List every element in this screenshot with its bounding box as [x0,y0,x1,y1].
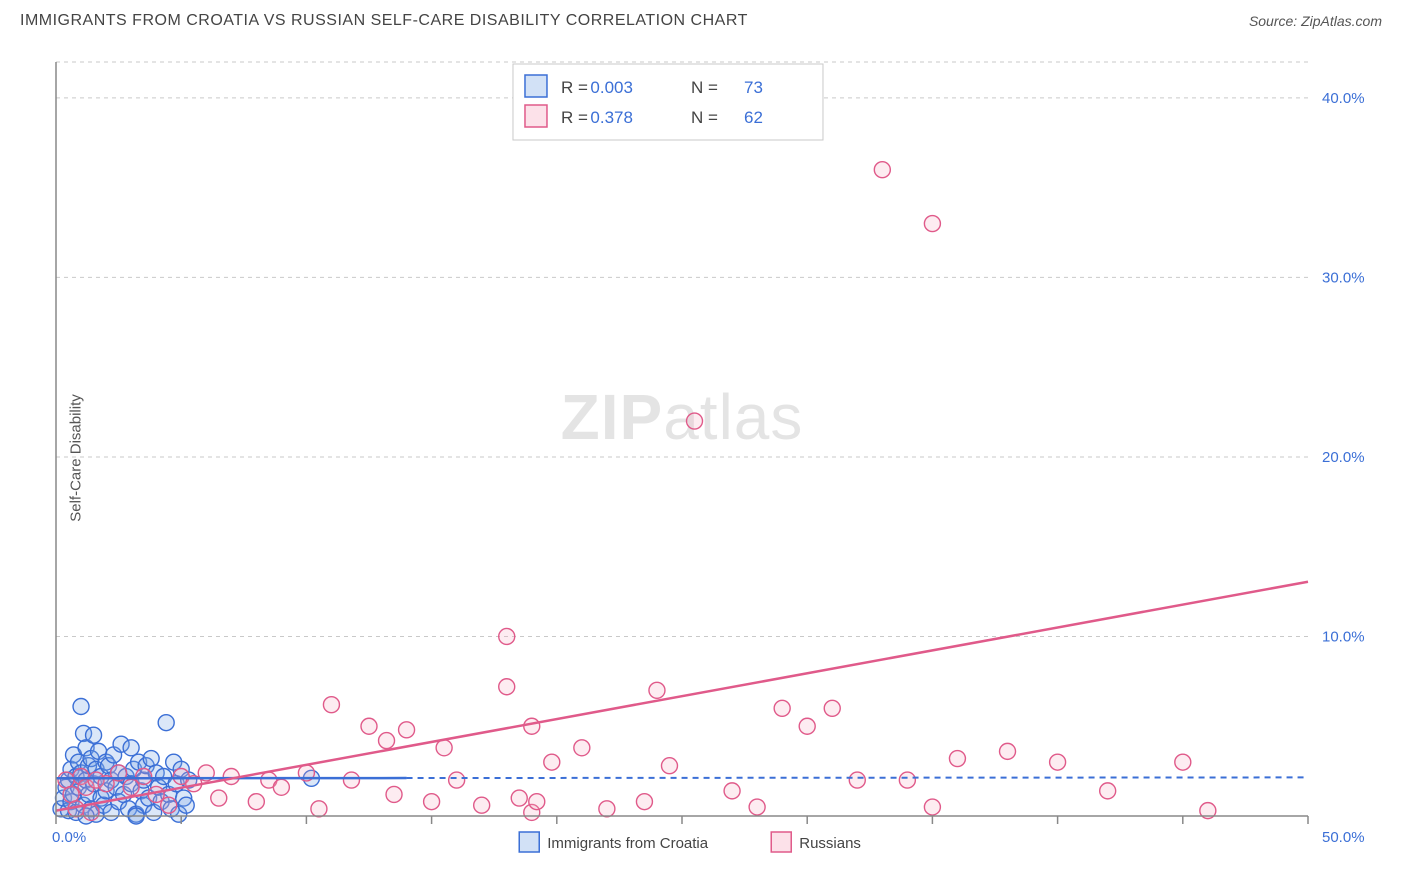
legend-n-value: 62 [744,108,763,127]
legend-stats-box [513,64,823,140]
data-point-russia [799,718,815,734]
data-point-russia [774,700,790,716]
trend-line-russia [56,582,1308,811]
legend-series-label: Immigrants from Croatia [547,835,709,852]
data-point-russia [687,413,703,429]
data-point-russia [474,797,490,813]
data-point-russia [529,794,545,810]
data-point-croatia [123,740,139,756]
correlation-scatter-chart: ZIPatlas 10.0% 20.0% 30.0% 40.0% 0.0% 50.0% R =… [20,44,1386,872]
chart-container: Self-Care Disability ZIPatlas 10.0% 20.0% 3… [20,44,1386,872]
data-point-russia [343,772,359,788]
page-title: IMMIGRANTS FROM CROATIA VS RUSSIAN SELF-… [20,12,748,30]
data-point-russia [661,758,677,774]
data-point-russia [386,786,402,802]
data-point-russia [499,628,515,644]
y-tick-label: 40.0% [1322,90,1365,107]
data-point-russia [211,790,227,806]
legend-r-label: R = [561,78,588,97]
data-point-croatia [86,727,102,743]
data-point-russia [599,801,615,817]
data-point-russia [449,772,465,788]
data-point-croatia [73,698,89,714]
data-point-russia [436,740,452,756]
data-point-croatia [143,751,159,767]
data-point-russia [874,162,890,178]
data-point-russia [824,700,840,716]
data-point-russia [899,772,915,788]
data-point-russia [511,790,527,806]
data-point-russia [323,697,339,713]
data-point-russia [749,799,765,815]
legend-r-value: 0.003 [590,78,633,97]
data-point-russia [1000,743,1016,759]
data-point-russia [1050,754,1066,770]
data-point-russia [361,718,377,734]
data-point-russia [1175,754,1191,770]
data-point-russia [649,682,665,698]
data-point-russia [424,794,440,810]
data-point-russia [949,751,965,767]
legend-swatch [525,75,547,97]
data-point-russia [399,722,415,738]
legend-r-value: 0.378 [590,108,633,127]
x-origin-label: 0.0% [52,829,86,846]
data-point-russia [63,786,79,802]
legend-n-value: 73 [744,78,763,97]
data-point-russia [524,718,540,734]
legend-r-label: R = [561,108,588,127]
source-attribution: Source: ZipAtlas.com [1249,13,1382,29]
data-point-russia [1100,783,1116,799]
data-point-russia [311,801,327,817]
data-point-russia [924,799,940,815]
data-point-russia [273,779,289,795]
y-tick-label: 10.0% [1322,628,1365,645]
legend-n-label: N = [691,108,718,127]
data-point-russia [58,772,74,788]
data-point-russia [161,797,177,813]
data-point-croatia [178,797,194,813]
data-point-russia [724,783,740,799]
data-point-russia [924,216,940,232]
legend-swatch [525,105,547,127]
data-point-russia [379,733,395,749]
data-point-croatia [158,715,174,731]
data-point-russia [248,794,264,810]
data-point-russia [83,804,99,820]
data-point-russia [136,769,152,785]
data-point-russia [574,740,590,756]
data-point-russia [544,754,560,770]
legend-series-label: Russians [799,835,861,852]
data-point-russia [849,772,865,788]
watermark: ZIPatlas [561,381,804,453]
y-tick-label: 20.0% [1322,449,1365,466]
x-max-label: 50.0% [1322,829,1365,846]
data-point-russia [636,794,652,810]
data-point-russia [499,679,515,695]
y-tick-label: 30.0% [1322,269,1365,286]
legend-n-label: N = [691,78,718,97]
legend-swatch [519,832,539,852]
y-axis-label: Self-Care Disability [67,394,84,522]
legend-swatch [771,832,791,852]
